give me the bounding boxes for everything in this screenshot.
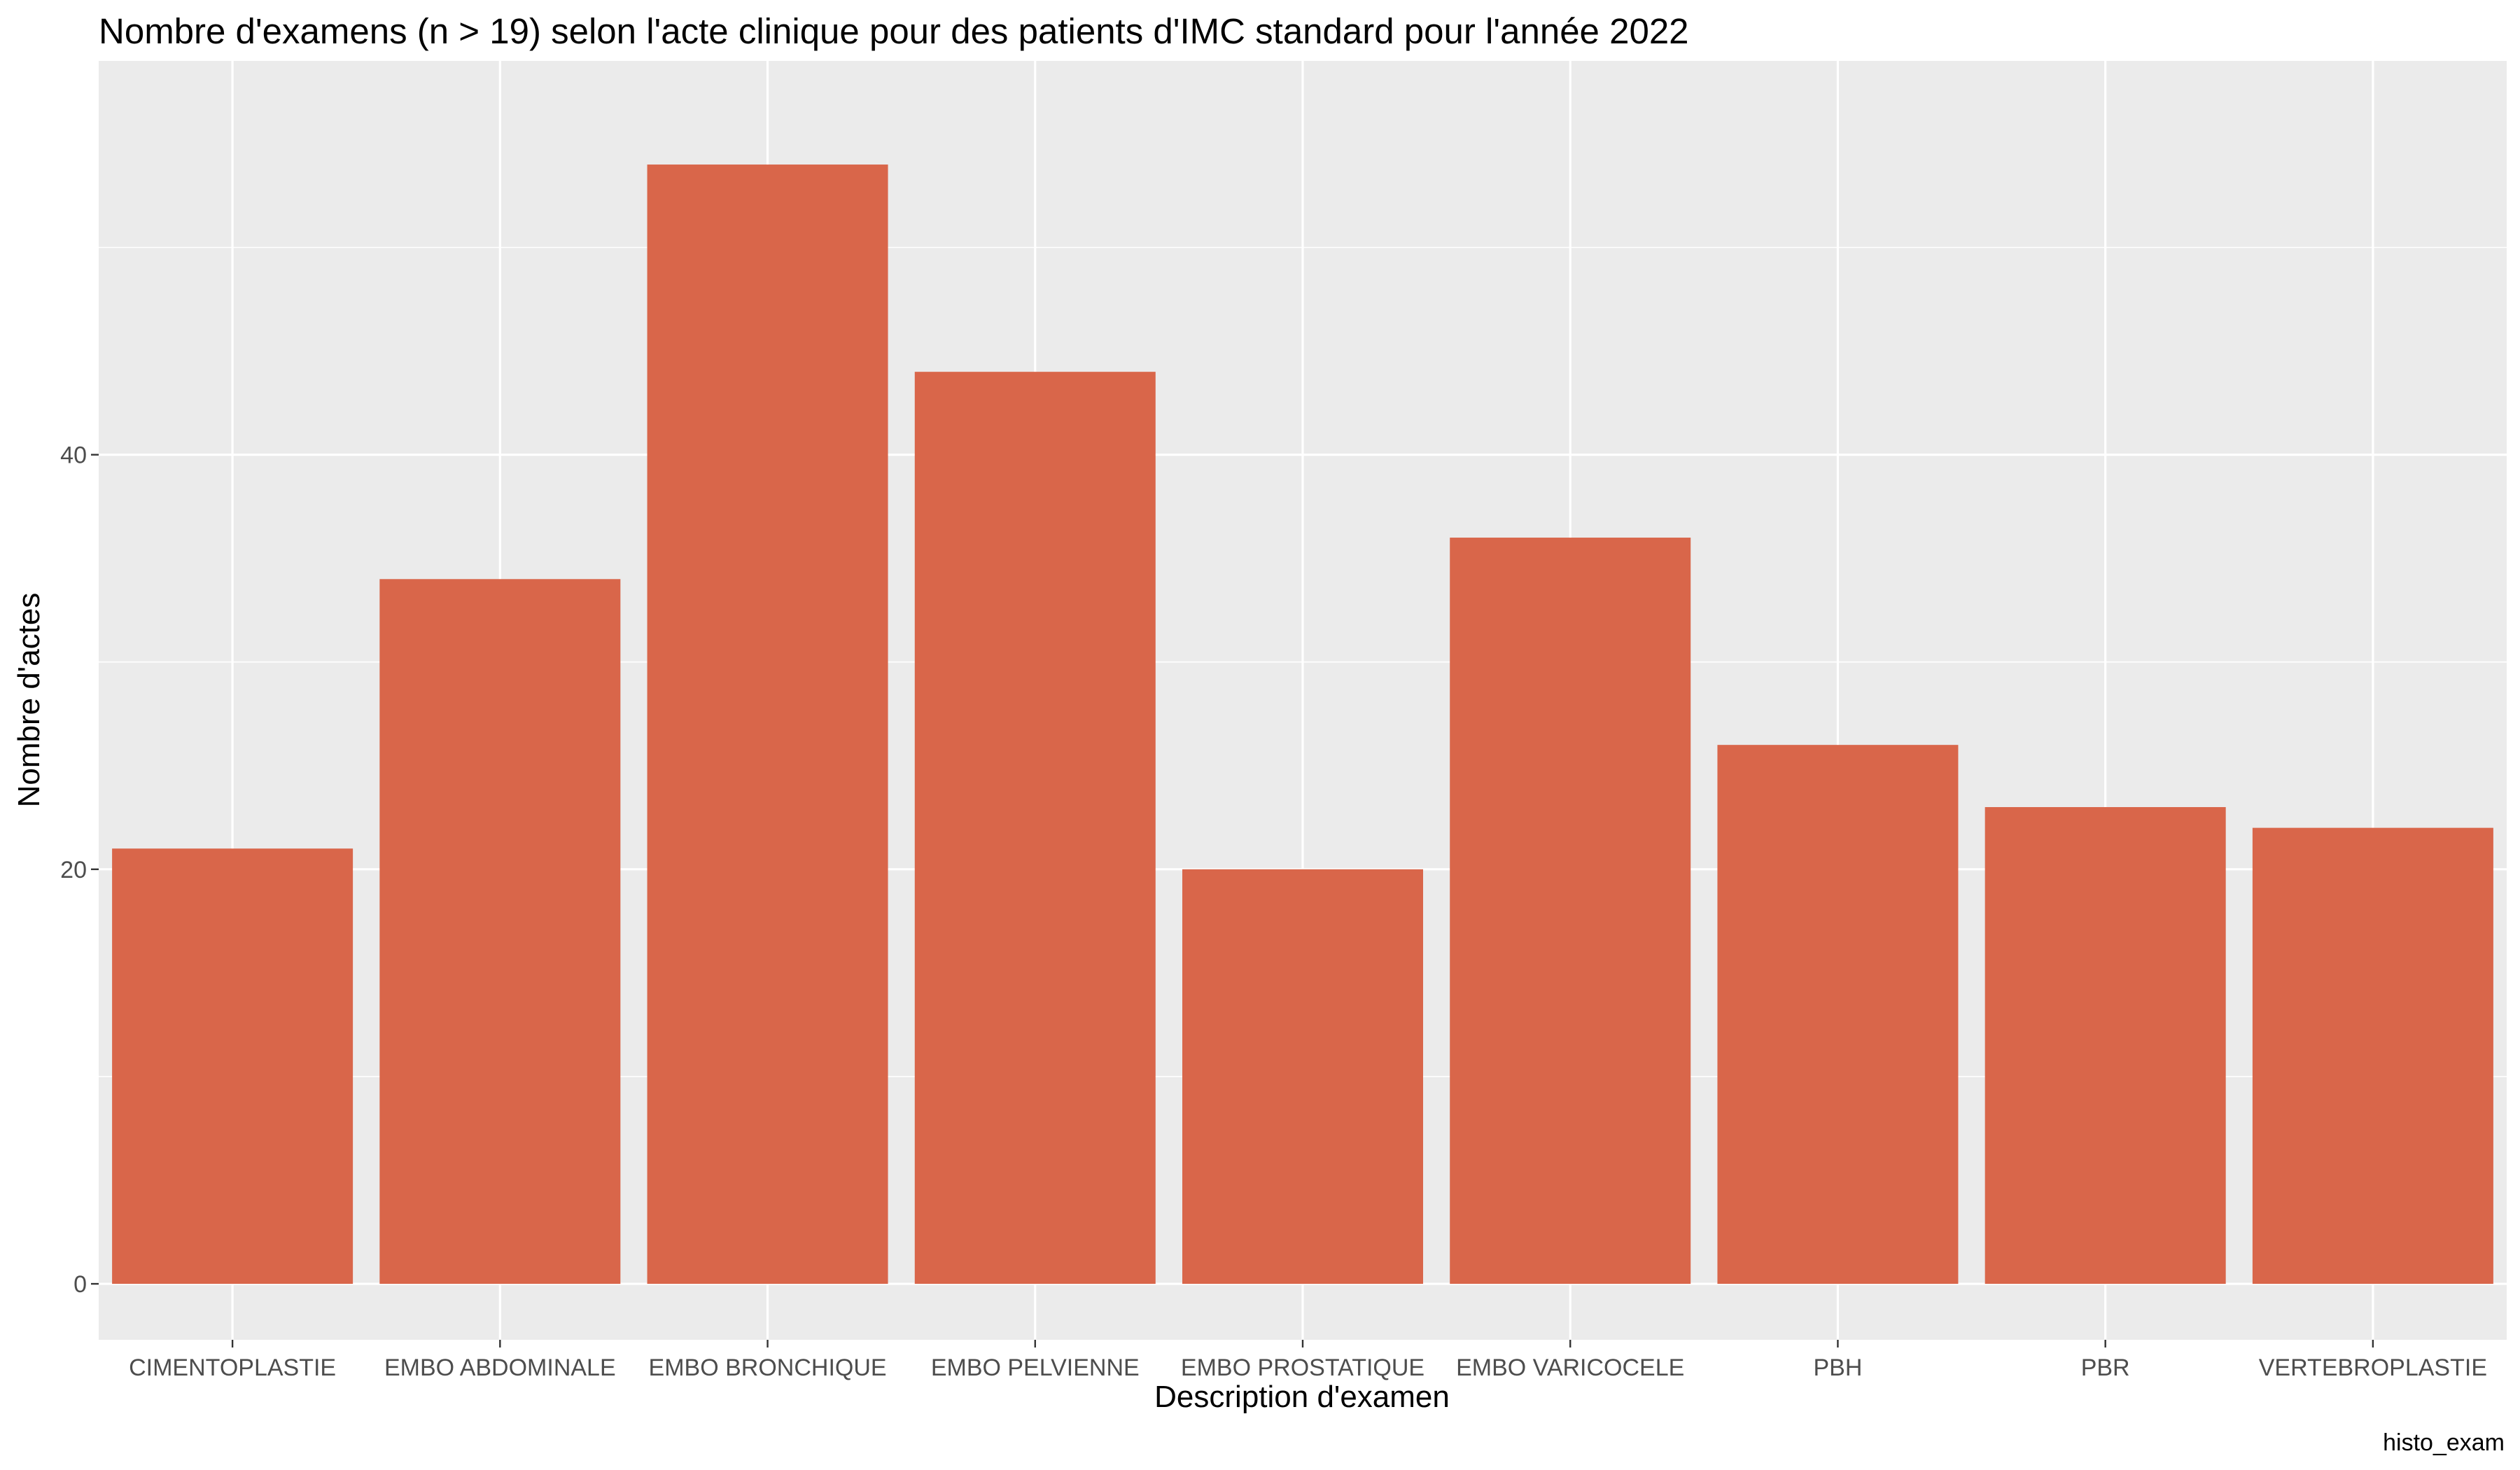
x-tick-label: PBH: [1813, 1354, 1862, 1381]
bar-embo-prostatique: [1182, 869, 1423, 1284]
x-tick-label: EMBO BRONCHIQUE: [649, 1354, 887, 1381]
bar-cimentoplastie: [112, 848, 353, 1284]
y-tick-label: 40: [60, 442, 87, 469]
bar-embo-varicocele: [1450, 538, 1690, 1284]
bar-embo-pelvienne: [915, 372, 1156, 1284]
bar-pbr: [1985, 807, 2226, 1284]
bar-pbh: [1717, 745, 1958, 1284]
bar-embo-bronchique: [648, 164, 888, 1284]
x-axis-title: Description d'examen: [1154, 1380, 1450, 1414]
x-tick-label: EMBO VARICOCELE: [1456, 1354, 1684, 1381]
x-tick-label: EMBO PROSTATIQUE: [1181, 1354, 1424, 1381]
x-tick-label: CIMENTOPLASTIE: [129, 1354, 336, 1381]
x-tick-label: PBR: [2081, 1354, 2130, 1381]
y-tick-label: 20: [60, 857, 87, 883]
y-axis-title: Nombre d'actes: [12, 593, 46, 808]
x-tick-label: EMBO PELVIENNE: [931, 1354, 1140, 1381]
bar-embo-abdominale: [379, 579, 620, 1284]
chart-caption: histo_exam: [2383, 1429, 2505, 1456]
bar-vertebroplastie: [2253, 828, 2493, 1284]
x-tick-label: VERTEBROPLASTIE: [2259, 1354, 2487, 1381]
chart-title: Nombre d'examens (n > 19) selon l'acte c…: [99, 11, 1689, 51]
x-tick-label: EMBO ABDOMINALE: [384, 1354, 616, 1381]
y-tick-label: 0: [74, 1271, 87, 1298]
